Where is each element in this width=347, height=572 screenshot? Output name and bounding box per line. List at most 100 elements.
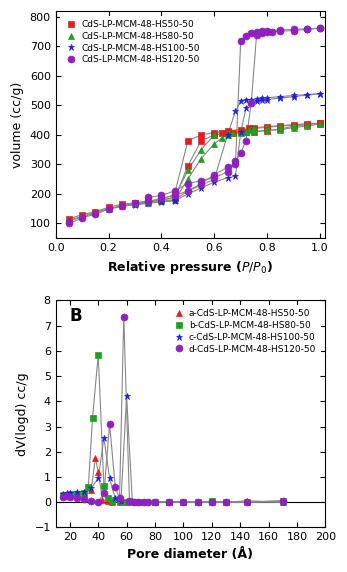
Text: B: B — [69, 307, 82, 325]
b-CdS-LP-MCM-48-HS80-50 — [132, 498, 136, 505]
CdS-LP-MCM-48-HS120-50 — [233, 161, 237, 168]
CdS-LP-MCM-48-HS100-50 — [291, 93, 296, 100]
CdS-LP-MCM-48-HS120-50 — [226, 164, 230, 171]
CdS-LP-MCM-48-HS120-50 — [254, 29, 259, 35]
b-CdS-LP-MCM-48-HS80-50 — [224, 499, 228, 506]
CdS-LP-MCM-48-HS50-50 — [120, 201, 124, 208]
CdS-LP-MCM-48-HS120-50 — [120, 202, 124, 209]
c-CdS-LP-MCM-48-HS100-50 — [142, 498, 146, 505]
CdS-LP-MCM-48-HS80-50 — [318, 120, 322, 127]
a-CdS-LP-MCM-48-HS50-50 — [153, 499, 157, 506]
CdS-LP-MCM-48-HS120-50 — [186, 188, 190, 194]
CdS-LP-MCM-48-HS120-50 — [172, 192, 177, 199]
CdS-LP-MCM-48-HS50-50 — [212, 132, 217, 138]
CdS-LP-MCM-48-HS80-50 — [226, 132, 230, 138]
CdS-LP-MCM-48-HS80-50 — [80, 213, 84, 220]
CdS-LP-MCM-48-HS80-50 — [278, 126, 282, 133]
CdS-LP-MCM-48-HS120-50 — [249, 30, 253, 37]
CdS-LP-MCM-48-HS120-50 — [239, 37, 243, 44]
d-CdS-LP-MCM-48-HS120-50 — [136, 498, 140, 505]
CdS-LP-MCM-48-HS50-50 — [278, 126, 282, 133]
a-CdS-LP-MCM-48-HS50-50 — [245, 497, 249, 504]
Line: CdS-LP-MCM-48-HS50-50: CdS-LP-MCM-48-HS50-50 — [65, 120, 323, 223]
d-CdS-LP-MCM-48-HS120-50 — [153, 499, 157, 506]
CdS-LP-MCM-48-HS80-50 — [199, 155, 203, 162]
CdS-LP-MCM-48-HS120-50 — [133, 200, 137, 207]
CdS-LP-MCM-48-HS50-50 — [107, 204, 111, 210]
b-CdS-LP-MCM-48-HS80-50 — [61, 492, 65, 499]
d-CdS-LP-MCM-48-HS120-50 — [65, 493, 69, 500]
d-CdS-LP-MCM-48-HS120-50 — [96, 498, 100, 505]
CdS-LP-MCM-48-HS50-50 — [172, 195, 177, 202]
CdS-LP-MCM-48-HS100-50 — [278, 95, 282, 102]
CdS-LP-MCM-48-HS50-50 — [265, 127, 269, 134]
Line: CdS-LP-MCM-48-HS100-50: CdS-LP-MCM-48-HS100-50 — [65, 90, 323, 225]
a-CdS-LP-MCM-48-HS50-50 — [139, 498, 143, 505]
CdS-LP-MCM-48-HS80-50 — [244, 129, 248, 136]
CdS-LP-MCM-48-HS80-50 — [172, 197, 177, 204]
a-CdS-LP-MCM-48-HS50-50 — [61, 492, 65, 499]
CdS-LP-MCM-48-HS50-50 — [199, 137, 203, 144]
CdS-LP-MCM-48-HS100-50 — [172, 197, 177, 204]
b-CdS-LP-MCM-48-HS80-50 — [102, 482, 106, 489]
CdS-LP-MCM-48-HS120-50 — [278, 26, 282, 33]
a-CdS-LP-MCM-48-HS50-50 — [75, 491, 79, 498]
a-CdS-LP-MCM-48-HS50-50 — [132, 498, 136, 505]
a-CdS-LP-MCM-48-HS50-50 — [110, 498, 115, 505]
c-CdS-LP-MCM-48-HS100-50 — [224, 499, 228, 506]
CdS-LP-MCM-48-HS80-50 — [93, 209, 98, 216]
b-CdS-LP-MCM-48-HS80-50 — [195, 499, 200, 506]
a-CdS-LP-MCM-48-HS50-50 — [82, 490, 86, 497]
c-CdS-LP-MCM-48-HS100-50 — [89, 485, 93, 492]
a-CdS-LP-MCM-48-HS50-50 — [96, 468, 100, 475]
c-CdS-LP-MCM-48-HS100-50 — [136, 498, 140, 505]
Line: d-CdS-LP-MCM-48-HS120-50: d-CdS-LP-MCM-48-HS120-50 — [59, 313, 286, 506]
Legend: CdS-LP-MCM-48-HS50-50, CdS-LP-MCM-48-HS80-50, CdS-LP-MCM-48-HS100-50, CdS-LP-MCM: CdS-LP-MCM-48-HS50-50, CdS-LP-MCM-48-HS8… — [60, 15, 205, 69]
CdS-LP-MCM-48-HS50-50 — [80, 211, 84, 218]
CdS-LP-MCM-48-HS50-50 — [146, 198, 150, 205]
CdS-LP-MCM-48-HS100-50 — [249, 99, 253, 106]
CdS-LP-MCM-48-HS100-50 — [107, 206, 111, 213]
c-CdS-LP-MCM-48-HS100-50 — [125, 393, 129, 400]
c-CdS-LP-MCM-48-HS100-50 — [68, 489, 72, 496]
CdS-LP-MCM-48-HS80-50 — [291, 124, 296, 131]
CdS-LP-MCM-48-HS80-50 — [67, 217, 71, 224]
CdS-LP-MCM-48-HS120-50 — [291, 26, 296, 33]
b-CdS-LP-MCM-48-HS80-50 — [125, 498, 129, 505]
c-CdS-LP-MCM-48-HS100-50 — [96, 475, 100, 482]
CdS-LP-MCM-48-HS50-50 — [67, 216, 71, 223]
CdS-LP-MCM-48-HS80-50 — [252, 128, 256, 135]
d-CdS-LP-MCM-48-HS120-50 — [68, 494, 72, 500]
CdS-LP-MCM-48-HS50-50 — [226, 129, 230, 136]
a-CdS-LP-MCM-48-HS50-50 — [181, 499, 186, 506]
CdS-LP-MCM-48-HS120-50 — [93, 210, 98, 217]
c-CdS-LP-MCM-48-HS100-50 — [210, 499, 214, 506]
d-CdS-LP-MCM-48-HS120-50 — [113, 484, 117, 491]
c-CdS-LP-MCM-48-HS100-50 — [281, 499, 285, 506]
b-CdS-LP-MCM-48-HS80-50 — [82, 490, 86, 497]
b-CdS-LP-MCM-48-HS80-50 — [153, 499, 157, 506]
a-CdS-LP-MCM-48-HS50-50 — [68, 491, 72, 498]
CdS-LP-MCM-48-HS120-50 — [318, 25, 322, 31]
c-CdS-LP-MCM-48-HS100-50 — [82, 488, 86, 495]
CdS-LP-MCM-48-HS100-50 — [199, 185, 203, 192]
CdS-LP-MCM-48-HS100-50 — [80, 213, 84, 220]
CdS-LP-MCM-48-HS100-50 — [318, 90, 322, 97]
CdS-LP-MCM-48-HS100-50 — [159, 198, 163, 205]
a-CdS-LP-MCM-48-HS50-50 — [89, 486, 93, 493]
d-CdS-LP-MCM-48-HS120-50 — [89, 498, 93, 505]
d-CdS-LP-MCM-48-HS120-50 — [142, 498, 146, 505]
CdS-LP-MCM-48-HS120-50 — [67, 220, 71, 227]
d-CdS-LP-MCM-48-HS120-50 — [82, 496, 86, 503]
CdS-LP-MCM-48-HS100-50 — [233, 173, 237, 180]
b-CdS-LP-MCM-48-HS80-50 — [117, 498, 121, 505]
CdS-LP-MCM-48-HS120-50 — [199, 180, 203, 187]
Line: a-CdS-LP-MCM-48-HS50-50: a-CdS-LP-MCM-48-HS50-50 — [59, 455, 286, 506]
CdS-LP-MCM-48-HS100-50 — [212, 178, 217, 185]
b-CdS-LP-MCM-48-HS80-50 — [65, 491, 69, 498]
CdS-LP-MCM-48-HS50-50 — [244, 129, 248, 136]
X-axis label: Pore diameter (Å): Pore diameter (Å) — [127, 548, 254, 561]
b-CdS-LP-MCM-48-HS80-50 — [245, 499, 249, 506]
b-CdS-LP-MCM-48-HS80-50 — [75, 490, 79, 497]
b-CdS-LP-MCM-48-HS80-50 — [167, 499, 171, 506]
